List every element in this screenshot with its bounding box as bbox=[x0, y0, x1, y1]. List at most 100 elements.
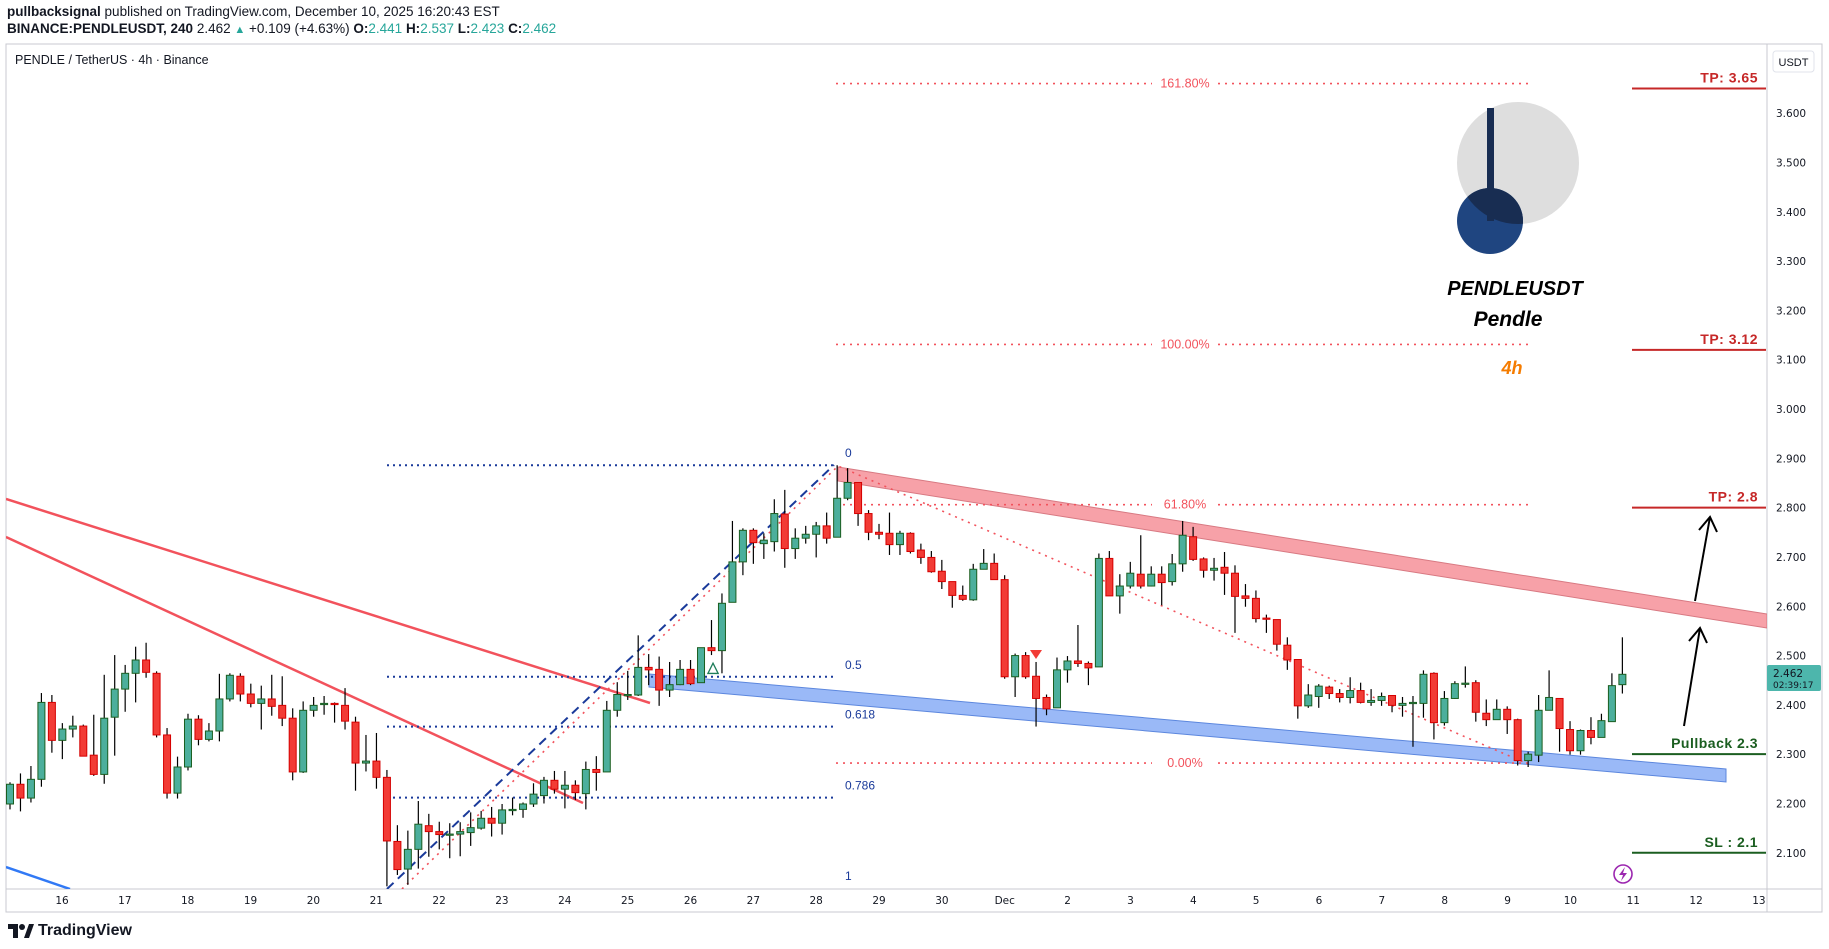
candle-body bbox=[163, 734, 172, 794]
fib-trend-dashed-line[interactable] bbox=[386, 464, 835, 889]
time-axis-label: 21 bbox=[370, 895, 383, 907]
candle bbox=[1147, 566, 1156, 587]
close-label: C: bbox=[508, 21, 523, 36]
candle bbox=[1053, 657, 1061, 709]
candle-body bbox=[864, 513, 873, 533]
candle-body bbox=[1576, 730, 1585, 752]
candle-body bbox=[665, 684, 674, 691]
candle bbox=[1524, 751, 1533, 768]
candle-body bbox=[1450, 683, 1459, 699]
candle-body bbox=[299, 709, 308, 773]
fib-level-label: 0.5 bbox=[845, 658, 862, 672]
candle-body bbox=[717, 602, 726, 652]
support-trendline[interactable] bbox=[6, 865, 71, 889]
candle-body bbox=[738, 529, 747, 563]
candle-body bbox=[58, 728, 67, 741]
candle bbox=[1471, 680, 1480, 722]
target-label: TP: 3.12 bbox=[1700, 331, 1758, 347]
resistance-trendline-lower[interactable] bbox=[6, 535, 584, 805]
candle bbox=[1325, 685, 1334, 699]
candle-body bbox=[1545, 696, 1554, 711]
candle bbox=[759, 533, 768, 559]
fib-retracement[interactable]: 0 0.5 0.618 0.786 1 bbox=[387, 446, 875, 883]
candle bbox=[1178, 520, 1187, 572]
candle-body bbox=[1398, 702, 1407, 706]
candle bbox=[1314, 684, 1323, 708]
publish-info: pullbacksignal published on TradingView.… bbox=[7, 4, 500, 19]
time-axis-label: 7 bbox=[1379, 895, 1386, 907]
candle bbox=[717, 593, 726, 674]
high-label: H: bbox=[405, 21, 421, 36]
tradingview-logo-icon bbox=[8, 924, 34, 938]
candle bbox=[1618, 637, 1627, 694]
lightning-icon[interactable] bbox=[1613, 864, 1633, 884]
candle bbox=[895, 530, 904, 555]
candle bbox=[508, 797, 517, 816]
candle bbox=[1503, 706, 1512, 734]
resistance-trendline-upper[interactable] bbox=[6, 497, 651, 705]
candle-body bbox=[571, 784, 580, 794]
current-price: 2.462 bbox=[1773, 668, 1803, 680]
candle bbox=[1136, 535, 1145, 589]
candle-body bbox=[560, 784, 569, 790]
tradingview-footer[interactable]: TradingView bbox=[8, 922, 132, 940]
candle bbox=[68, 715, 77, 738]
candle bbox=[477, 810, 486, 830]
candle-body bbox=[519, 803, 528, 810]
target-levels[interactable]: TP: 3.65 TP: 3.12 TP: 2.8 Pullback 2.3 SL : … bbox=[1632, 69, 1766, 854]
author-name[interactable]: pullbacksignal bbox=[7, 4, 101, 19]
time-axis-label: 22 bbox=[432, 895, 445, 907]
candle bbox=[1450, 681, 1459, 699]
candle bbox=[1555, 697, 1564, 752]
candle-body bbox=[634, 666, 643, 696]
time-axis-label: 5 bbox=[1253, 895, 1260, 907]
chart-title: PENDLE / TetherUS · 4h · Binance bbox=[15, 53, 209, 67]
annotation-timeframe: 4h bbox=[1500, 358, 1522, 378]
candle bbox=[906, 532, 915, 554]
arrow-upper[interactable] bbox=[1694, 516, 1711, 602]
currency-button[interactable] bbox=[1772, 50, 1815, 73]
candle bbox=[225, 673, 234, 702]
time-axis[interactable]: 16 17 18 19 20 21 22 23 24 25 26 27 28 29 30 Dec 2 3 4 5 6 7 8… bbox=[55, 895, 1765, 907]
candle-body bbox=[1388, 695, 1397, 706]
candle-body bbox=[1597, 720, 1606, 738]
candle bbox=[288, 708, 297, 781]
candle-body bbox=[173, 766, 182, 794]
candle bbox=[1272, 619, 1281, 651]
fib-level-label: 0 bbox=[845, 446, 852, 460]
candle bbox=[435, 821, 444, 850]
candle bbox=[1534, 695, 1543, 763]
candle bbox=[361, 734, 370, 772]
candle-body bbox=[1503, 708, 1512, 721]
candle-body bbox=[1408, 701, 1417, 705]
time-axis-label: 28 bbox=[810, 895, 823, 907]
price-axis[interactable]: 3.600 3.500 3.400 3.300 3.200 3.100 3.000 2.900… bbox=[1776, 108, 1806, 860]
candle bbox=[1199, 557, 1208, 578]
candle-body bbox=[1157, 573, 1166, 584]
candle-body bbox=[1115, 585, 1124, 597]
descending-channel-upper-band[interactable] bbox=[837, 466, 1767, 629]
target-label: TP: 2.8 bbox=[1709, 489, 1758, 505]
candle bbox=[173, 756, 182, 799]
candle-body bbox=[602, 709, 611, 773]
candle bbox=[770, 499, 779, 552]
candle bbox=[1576, 729, 1585, 755]
candle bbox=[393, 825, 402, 875]
candle bbox=[1304, 684, 1313, 708]
candle-body bbox=[1262, 617, 1271, 620]
candle-body bbox=[1346, 690, 1355, 698]
candle bbox=[6, 782, 14, 810]
candle-body bbox=[801, 533, 810, 539]
candle bbox=[801, 525, 810, 544]
projection-arrows[interactable] bbox=[1683, 515, 1718, 727]
price-axis-label: 2.700 bbox=[1776, 552, 1806, 564]
fib-extension[interactable]: 161.80% 100.00% 61.80% 0.00% bbox=[836, 77, 1528, 770]
candle-body bbox=[246, 693, 255, 704]
candle-body bbox=[979, 562, 988, 570]
arrow-lower[interactable] bbox=[1683, 627, 1701, 727]
candle-body bbox=[1283, 644, 1292, 661]
candle-body bbox=[445, 833, 454, 836]
candle bbox=[1335, 689, 1344, 703]
candle bbox=[1419, 670, 1428, 718]
